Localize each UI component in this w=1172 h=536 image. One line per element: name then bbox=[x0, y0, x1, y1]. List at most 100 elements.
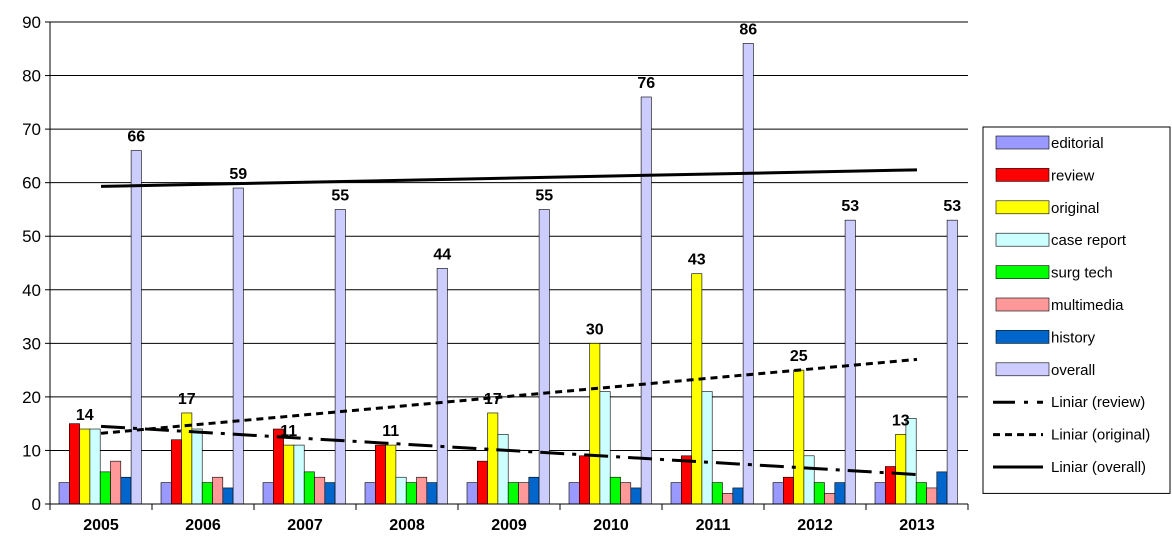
bar-history-2009 bbox=[528, 476, 540, 505]
bar-case-report-2010 bbox=[599, 391, 611, 505]
data-label: 44 bbox=[433, 246, 451, 263]
gridlines bbox=[50, 21, 968, 451]
y-tick-label: 30 bbox=[22, 334, 41, 353]
bar-surg-tech-2005 bbox=[99, 471, 111, 505]
bar-review-2007 bbox=[272, 428, 284, 505]
bar-editorial-2006 bbox=[160, 482, 172, 505]
bar-multimedia-2009 bbox=[518, 482, 530, 505]
data-label: 43 bbox=[688, 252, 706, 269]
legend-label: case report bbox=[1051, 232, 1127, 249]
legend-swatch-history bbox=[995, 330, 1050, 344]
y-tick-label: 80 bbox=[22, 67, 41, 86]
bar-multimedia-2012 bbox=[824, 492, 836, 505]
bar-editorial-2007 bbox=[262, 482, 274, 505]
bar-case-report-2013 bbox=[905, 418, 917, 505]
bar-original-2013 bbox=[895, 434, 907, 505]
bar-editorial-2012 bbox=[772, 482, 784, 505]
data-label: 11 bbox=[280, 423, 297, 440]
data-labels: 14 17 11 11 17 30 43 25 13 66 59 55 44 55 76 86 53 53 bbox=[76, 21, 961, 440]
x-tick-label: 2005 bbox=[83, 517, 119, 534]
legend-label: Liniar (overall) bbox=[1051, 459, 1146, 476]
bar-original-2011 bbox=[691, 273, 703, 505]
bar-original-2009 bbox=[487, 412, 499, 505]
y-tick-label: 90 bbox=[22, 13, 41, 32]
bar-overall-2005 bbox=[130, 150, 142, 505]
bar-surg-tech-2009 bbox=[507, 482, 519, 505]
legend-label: review bbox=[1051, 167, 1095, 184]
y-tick-label: 70 bbox=[22, 120, 41, 139]
data-label: 53 bbox=[841, 198, 859, 215]
bar-history-2007 bbox=[324, 482, 336, 505]
bar-multimedia-2011 bbox=[722, 492, 734, 505]
y-tick-label: 60 bbox=[22, 174, 41, 193]
legend-label: editorial bbox=[1051, 135, 1104, 152]
bar-case-report-2005 bbox=[89, 428, 101, 505]
bar-original-2007 bbox=[283, 444, 295, 505]
data-label: 30 bbox=[586, 321, 604, 338]
x-tick-label: 2008 bbox=[389, 517, 425, 534]
data-label: 59 bbox=[229, 166, 247, 183]
bar-overall-2013 bbox=[946, 219, 958, 505]
y-tick-label: 40 bbox=[22, 281, 41, 300]
bar-review-2012 bbox=[782, 476, 794, 505]
bar-overall-2006 bbox=[232, 187, 244, 505]
bar-review-2005 bbox=[69, 423, 80, 505]
axes bbox=[49, 22, 968, 505]
bar-history-2013 bbox=[936, 471, 948, 505]
bar-surg-tech-2013 bbox=[915, 482, 927, 505]
x-tick-label: 2013 bbox=[899, 517, 935, 534]
x-tick-label: 2007 bbox=[287, 517, 323, 534]
x-tick-label: 2006 bbox=[185, 517, 221, 534]
bar-editorial-2010 bbox=[568, 482, 580, 505]
bar-multimedia-2013 bbox=[926, 487, 938, 505]
bar-case-report-2008 bbox=[395, 476, 407, 505]
bar-overall-2008 bbox=[436, 268, 448, 505]
bar-multimedia-2007 bbox=[314, 476, 326, 505]
y-tick-label: 50 bbox=[22, 227, 41, 246]
bar-review-2010 bbox=[578, 455, 590, 505]
bar-editorial-2013 bbox=[874, 482, 886, 505]
bar-surg-tech-2008 bbox=[405, 482, 417, 505]
bar-original-2012 bbox=[793, 369, 805, 505]
legend-swatch-surg-tech bbox=[995, 265, 1050, 279]
legend-label: Liniar (original) bbox=[1051, 427, 1150, 444]
data-label: 25 bbox=[790, 348, 808, 365]
bar-original-2008 bbox=[385, 444, 397, 505]
trendline-liniar-original- bbox=[100, 357, 918, 435]
bar-history-2010 bbox=[630, 487, 642, 505]
bar-series bbox=[58, 43, 958, 505]
bar-surg-tech-2006 bbox=[201, 482, 213, 505]
bar-history-2011 bbox=[732, 487, 744, 505]
legend-swatch-editorial bbox=[995, 135, 1050, 150]
bar-surg-tech-2010 bbox=[609, 476, 621, 505]
trendline-liniar-overall- bbox=[100, 168, 918, 188]
bar-editorial-2011 bbox=[670, 482, 682, 505]
bar-case-report-2012 bbox=[803, 455, 815, 505]
bar-review-2011 bbox=[680, 455, 692, 505]
data-label: 55 bbox=[331, 187, 349, 204]
bar-multimedia-2010 bbox=[620, 482, 632, 505]
data-label: 86 bbox=[739, 21, 757, 38]
x-tick-label: 2009 bbox=[491, 517, 527, 534]
trendline-liniar-review- bbox=[100, 424, 918, 477]
bar-multimedia-2006 bbox=[212, 476, 224, 505]
legend-swatch-original bbox=[995, 200, 1050, 215]
bar-multimedia-2005 bbox=[110, 460, 122, 505]
legend-label: multimedia bbox=[1051, 297, 1124, 314]
legend-label: overall bbox=[1051, 362, 1095, 379]
data-label: 14 bbox=[76, 407, 94, 424]
bar-review-2009 bbox=[476, 460, 488, 505]
bar-overall-2011 bbox=[742, 43, 754, 505]
bar-surg-tech-2012 bbox=[813, 482, 825, 505]
x-axis-ticks: 2005 2006 2007 2008 2009 2010 2011 2012 2013 bbox=[49, 504, 969, 534]
y-tick-label: 10 bbox=[22, 441, 41, 460]
bar-review-2008 bbox=[374, 444, 386, 505]
x-tick-label: 2011 bbox=[696, 517, 731, 534]
data-label: 55 bbox=[535, 187, 553, 204]
bar-original-2005 bbox=[79, 428, 91, 505]
y-axis-ticks: 0 10 20 30 40 50 60 70 80 90 bbox=[22, 13, 50, 514]
data-label: 66 bbox=[127, 129, 145, 146]
bar-overall-2012 bbox=[844, 219, 856, 505]
bar-case-report-2007 bbox=[293, 444, 305, 505]
y-tick-label: 0 bbox=[32, 495, 41, 514]
